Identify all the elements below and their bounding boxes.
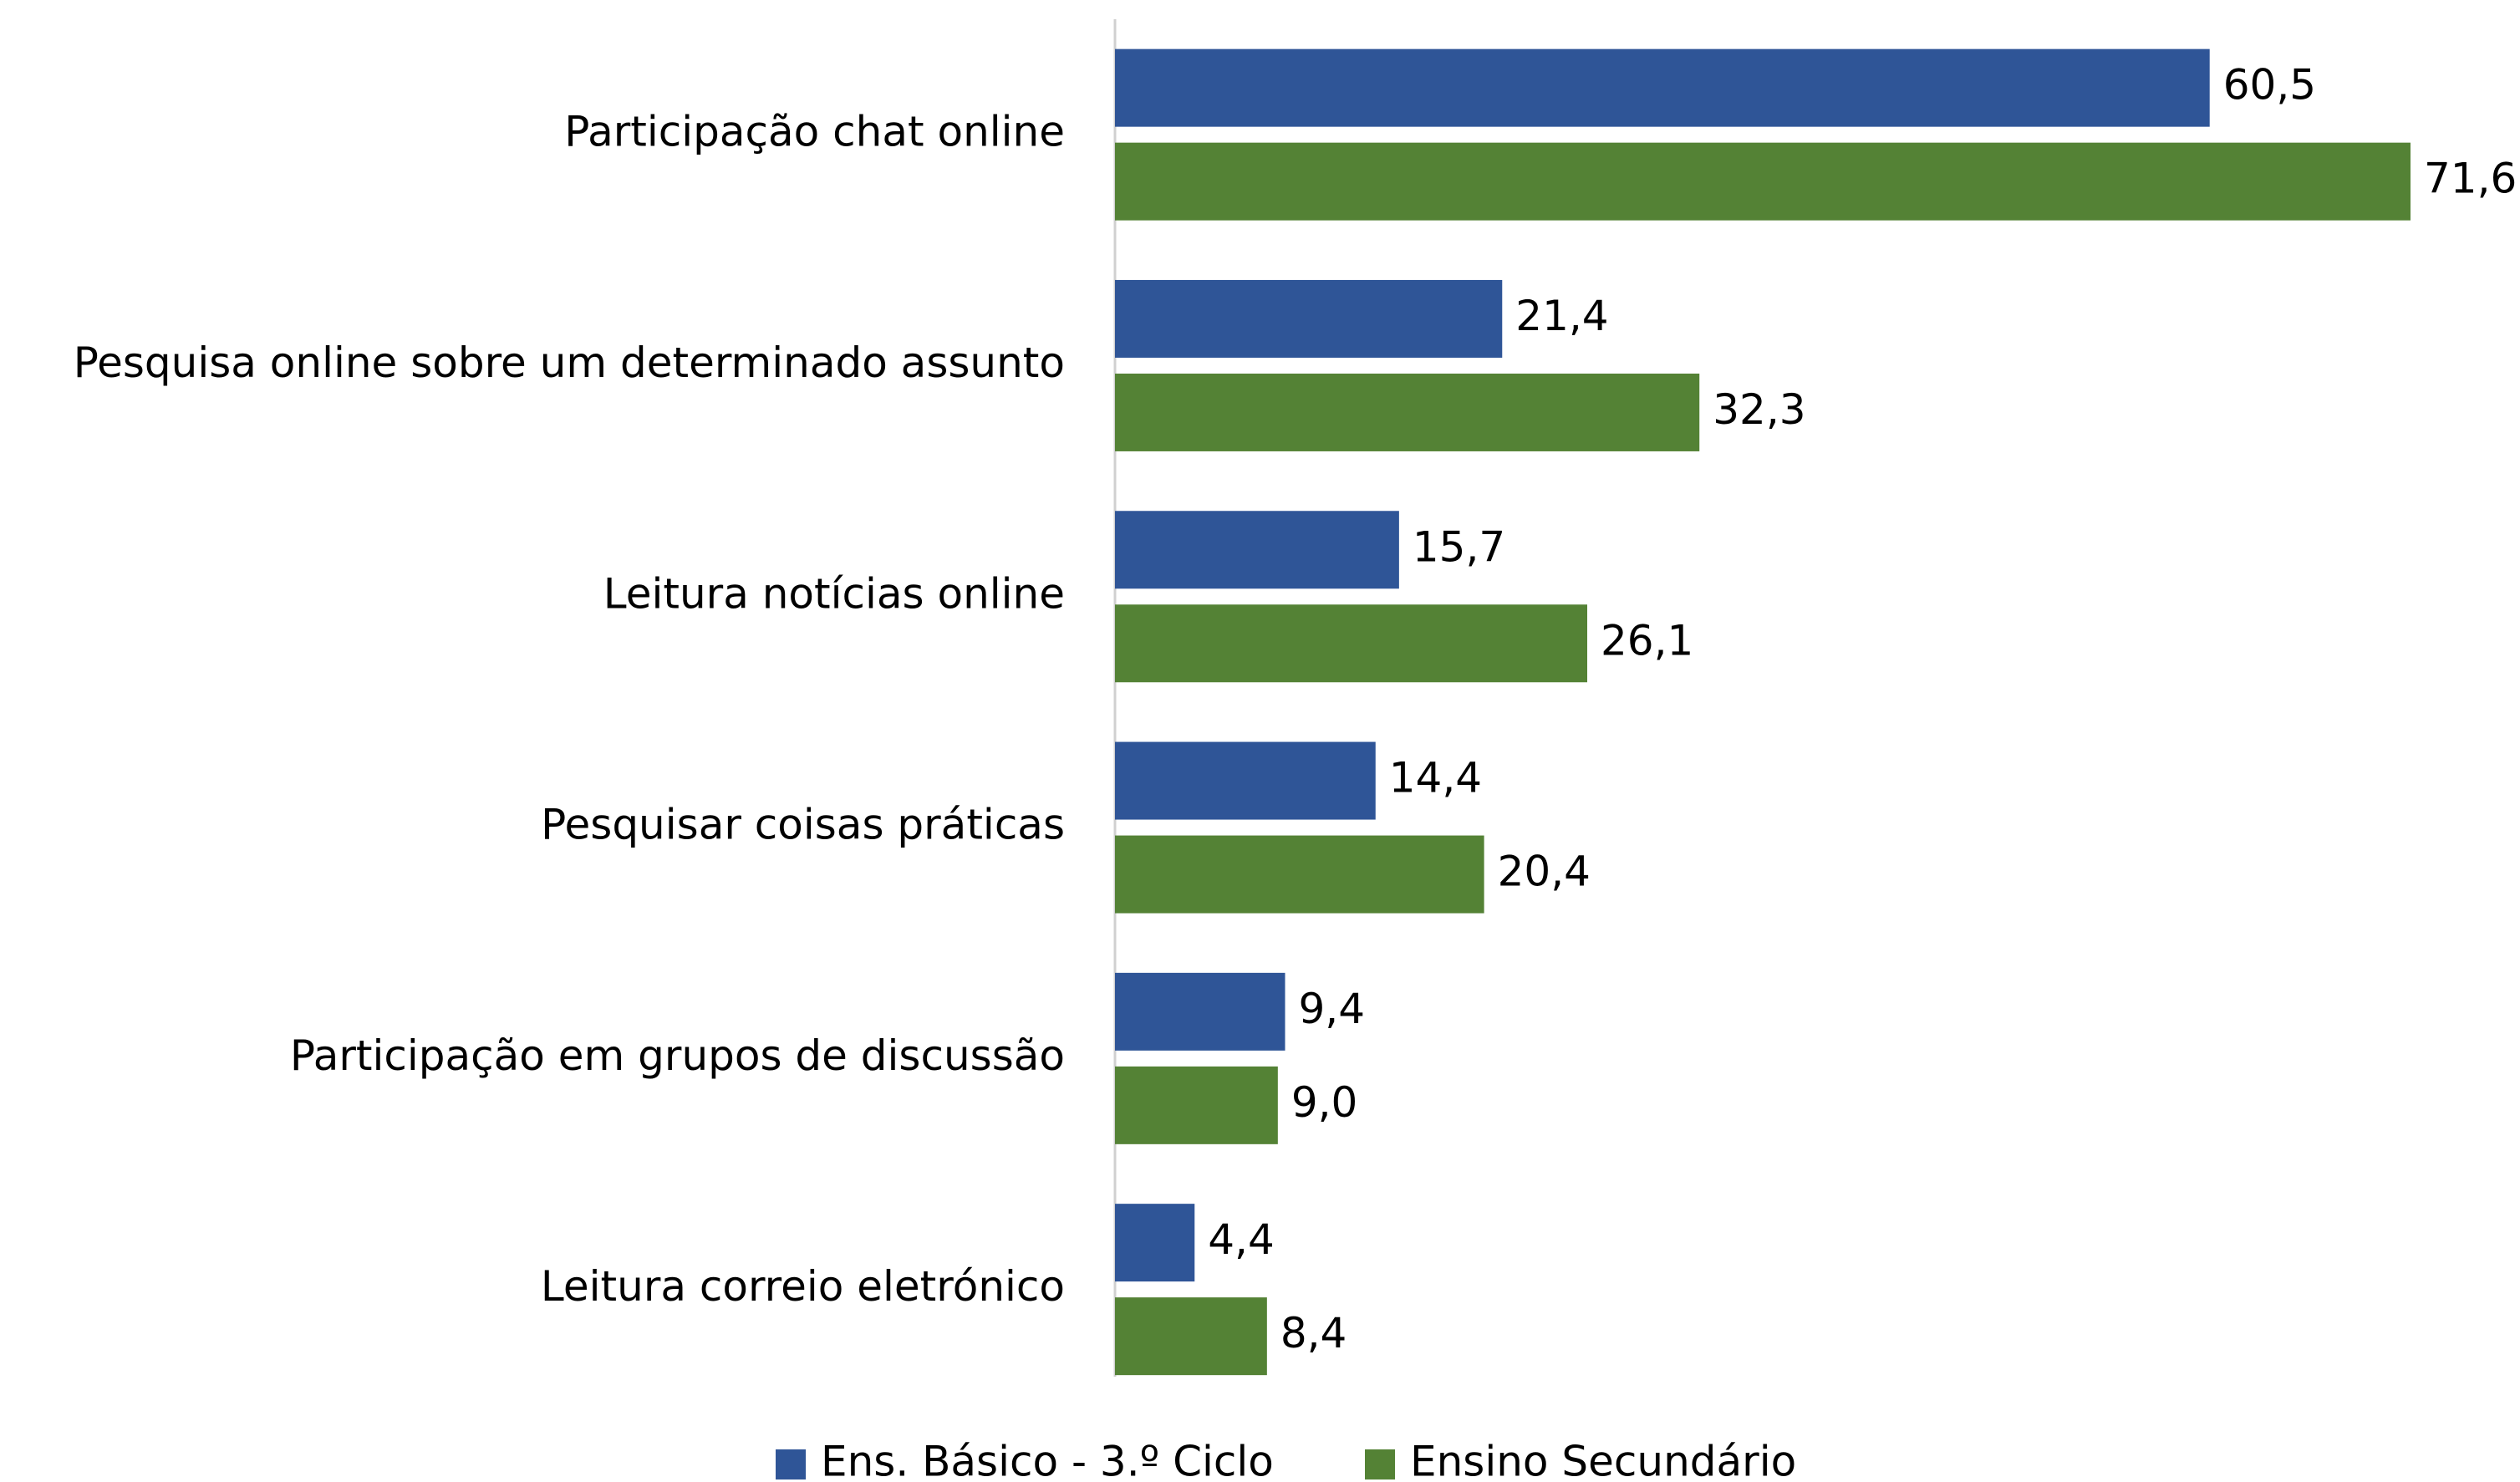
bar	[1115, 972, 1285, 1051]
data-label: 9,0	[1291, 1078, 1358, 1127]
data-label: 4,4	[1208, 1215, 1275, 1264]
y-tick-label: Participação chat online	[564, 108, 1065, 156]
bar	[1115, 604, 1588, 683]
data-label: 32,3	[1713, 385, 1805, 434]
y-tick-label: Participação em grupos de discussão	[290, 1031, 1065, 1080]
data-label: 26,1	[1601, 616, 1693, 665]
data-label: 71,6	[2424, 155, 2517, 203]
bar	[1115, 373, 1700, 451]
data-label: 60,5	[2223, 61, 2316, 109]
data-label: 8,4	[1280, 1309, 1347, 1357]
data-label: 15,7	[1413, 522, 1505, 571]
bar	[1115, 1297, 1267, 1376]
bar	[1115, 511, 1399, 589]
data-label: 20,4	[1498, 848, 1591, 896]
bar	[1115, 1204, 1195, 1282]
bar	[1115, 142, 2411, 221]
legend-label: Ensino Secundário	[1410, 1438, 1796, 1482]
bar	[1115, 1066, 1278, 1144]
y-tick-label: Pesquisa online sobre um determinado ass…	[74, 339, 1065, 387]
legend-swatch	[776, 1449, 806, 1479]
data-label: 14,4	[1389, 754, 1482, 802]
y-tick-label: Leitura correio eletrónico	[541, 1262, 1065, 1311]
data-label: 9,4	[1298, 985, 1365, 1033]
legend-label: Ens. Básico - 3.º Ciclo	[821, 1438, 1274, 1482]
data-label: 21,4	[1515, 292, 1608, 340]
bar	[1115, 741, 1376, 820]
y-tick-label: Pesquisar coisas práticas	[541, 801, 1065, 849]
y-tick-label: Leitura notícias online	[603, 569, 1065, 618]
legend-swatch	[1365, 1449, 1395, 1479]
bar	[1115, 279, 1503, 358]
bar	[1115, 48, 2210, 127]
bar	[1115, 835, 1484, 914]
